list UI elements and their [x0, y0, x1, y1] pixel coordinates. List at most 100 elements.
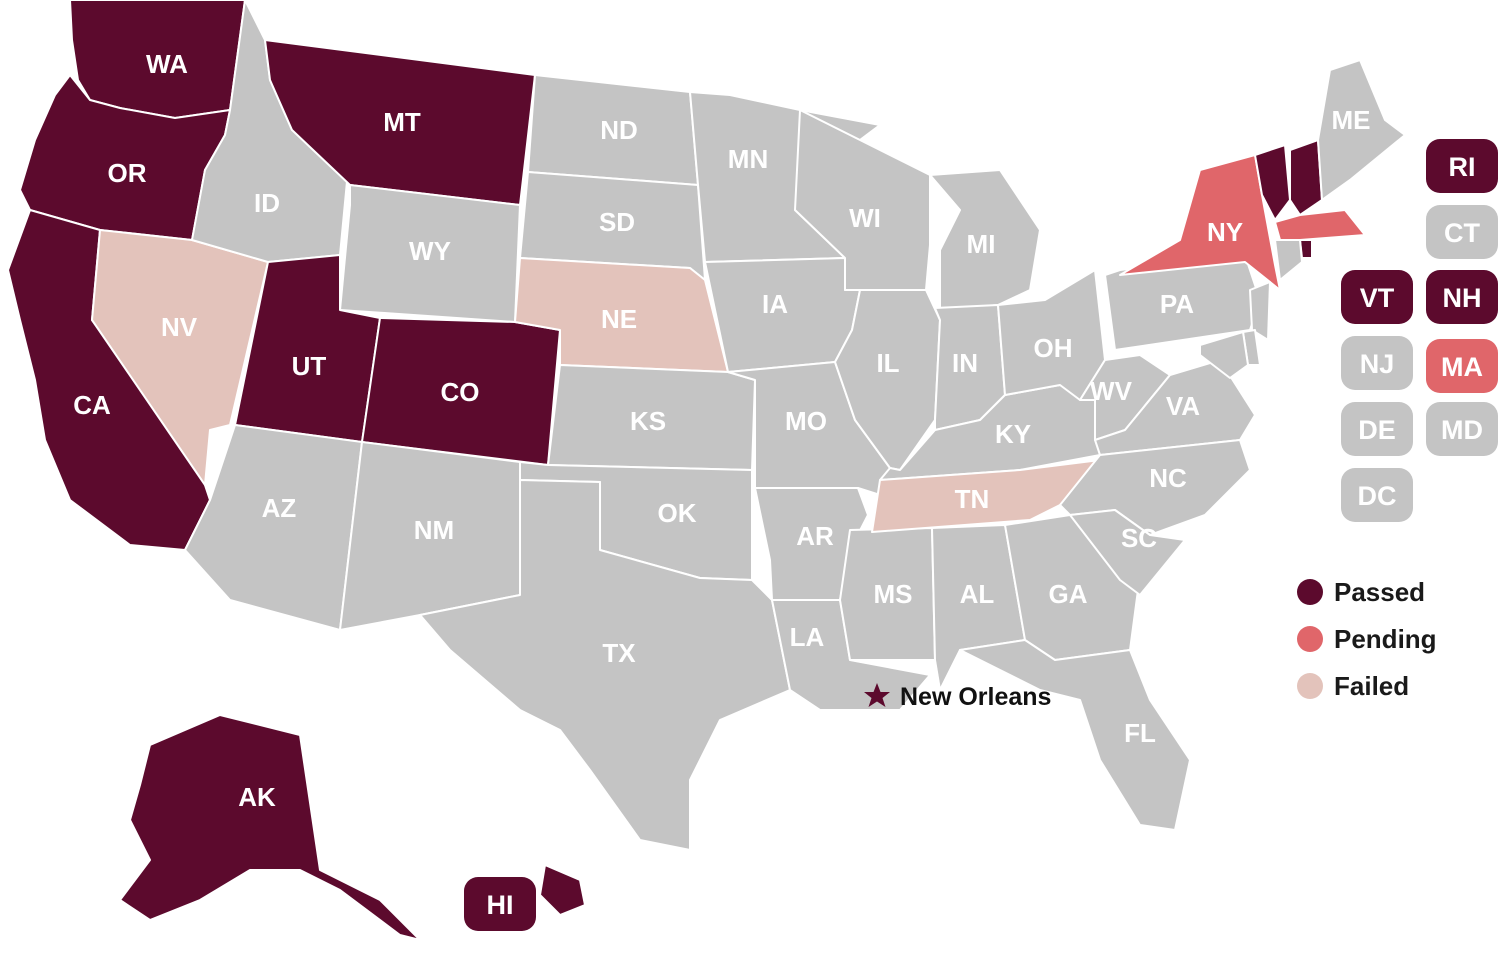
badge-bg	[1426, 339, 1498, 393]
state-label-la: LA	[790, 622, 825, 652]
state-hi	[539, 864, 586, 916]
state-label-id: ID	[254, 188, 280, 218]
badge-bg	[1341, 336, 1413, 390]
state-ks	[547, 364, 756, 471]
state-label-az: AZ	[262, 493, 297, 523]
badge-label: DC	[1358, 481, 1397, 511]
state-label-mn: MN	[728, 144, 768, 174]
state-label-tn: TN	[955, 484, 990, 514]
legend: Passed Pending Failed	[1297, 577, 1437, 701]
state-label-sd: SD	[599, 207, 635, 237]
small-state-badges: RI CT VT NH NJ MA DE MD DC HI	[464, 139, 1498, 931]
state-ak	[119, 714, 421, 941]
state-label-wv: WV	[1090, 376, 1133, 406]
badge-de: DE	[1341, 402, 1413, 456]
state-md	[1199, 331, 1249, 379]
state-label-nv: NV	[161, 312, 198, 342]
state-label-il: IL	[876, 348, 899, 378]
badge-nj: NJ	[1341, 336, 1413, 390]
state-label-tx: TX	[602, 638, 636, 668]
state-label-ca: CA	[73, 390, 111, 420]
state-label-ms: MS	[874, 579, 913, 609]
badge-bg	[1426, 205, 1498, 259]
badge-label: HI	[487, 890, 514, 920]
state-label-ne: NE	[601, 304, 637, 334]
state-label-nc: NC	[1149, 463, 1187, 493]
badge-label: VT	[1360, 283, 1395, 313]
state-label-nm: NM	[414, 515, 454, 545]
badge-bg	[1426, 402, 1498, 456]
badge-ct: CT	[1426, 205, 1498, 259]
city-label-new-orleans: New Orleans	[900, 683, 1051, 711]
state-ct	[1274, 239, 1303, 281]
badge-label: DE	[1358, 415, 1396, 445]
state-az	[184, 424, 363, 631]
state-label-ia: IA	[762, 289, 788, 319]
state-label-wy: WY	[409, 236, 451, 266]
legend-swatch-pending	[1297, 626, 1323, 652]
badge-label: MD	[1441, 415, 1483, 445]
legend-swatch-failed	[1297, 673, 1323, 699]
state-label-fl: FL	[1124, 718, 1156, 748]
state-label-wi: WI	[849, 203, 881, 233]
state-label-ny: NY	[1207, 217, 1243, 247]
state-sc	[1069, 509, 1186, 596]
state-label-co: CO	[441, 377, 480, 407]
state-nj	[1249, 281, 1271, 341]
star-icon	[864, 683, 890, 707]
state-ma	[1274, 209, 1366, 241]
badge-bg	[464, 877, 536, 931]
state-vt	[1254, 144, 1291, 221]
state-nh	[1289, 139, 1323, 216]
legend-label-pending: Pending	[1334, 624, 1437, 654]
badge-dc: DC	[1341, 468, 1413, 522]
badge-vt: VT	[1341, 270, 1413, 324]
badge-ma: MA	[1426, 339, 1498, 393]
state-label-ky: KY	[995, 419, 1031, 449]
state-co	[361, 317, 561, 466]
badge-label: RI	[1449, 152, 1476, 182]
state-fl	[959, 639, 1191, 831]
state-label-ak: AK	[238, 782, 276, 812]
state-layer	[7, 0, 1406, 941]
badge-bg	[1426, 270, 1498, 324]
badge-bg	[1341, 468, 1413, 522]
state-label-ut: UT	[292, 351, 327, 381]
state-label-layer: WA OR CA NV ID MT WY UT CO AZ NM ND SD NE KS OK TX MN IA MO…	[73, 49, 1370, 812]
state-label-va: VA	[1166, 391, 1200, 421]
state-tx	[419, 479, 791, 851]
badge-hi: HI	[464, 877, 536, 931]
legend-swatch-passed	[1297, 579, 1323, 605]
state-label-ga: GA	[1049, 579, 1088, 609]
state-label-sc: SC	[1121, 523, 1157, 553]
legend-label-failed: Failed	[1334, 671, 1409, 701]
badge-ri: RI	[1426, 139, 1498, 193]
state-label-wa: WA	[146, 49, 188, 79]
badge-label: NJ	[1360, 349, 1395, 379]
city-marker-group: New Orleans	[864, 683, 1051, 711]
badge-bg	[1341, 402, 1413, 456]
state-label-in: IN	[952, 348, 978, 378]
state-label-nd: ND	[600, 115, 638, 145]
badge-label: NH	[1443, 283, 1482, 313]
state-wy	[339, 184, 521, 323]
state-label-oh: OH	[1034, 333, 1073, 363]
state-label-or: OR	[108, 158, 147, 188]
badge-nh: NH	[1426, 270, 1498, 324]
badge-bg	[1426, 139, 1498, 193]
legend-label-passed: Passed	[1334, 577, 1425, 607]
state-label-mt: MT	[383, 107, 421, 137]
state-label-me: ME	[1332, 105, 1371, 135]
state-label-ks: KS	[630, 406, 666, 436]
badge-label: CT	[1444, 218, 1480, 248]
state-label-ar: AR	[796, 521, 834, 551]
state-label-mi: MI	[967, 229, 996, 259]
state-label-mo: MO	[785, 406, 827, 436]
badge-md: MD	[1426, 402, 1498, 456]
state-me	[1317, 59, 1406, 201]
state-label-al: AL	[960, 579, 995, 609]
badge-label: MA	[1441, 352, 1483, 382]
badge-bg	[1341, 270, 1413, 324]
state-label-pa: PA	[1160, 289, 1194, 319]
